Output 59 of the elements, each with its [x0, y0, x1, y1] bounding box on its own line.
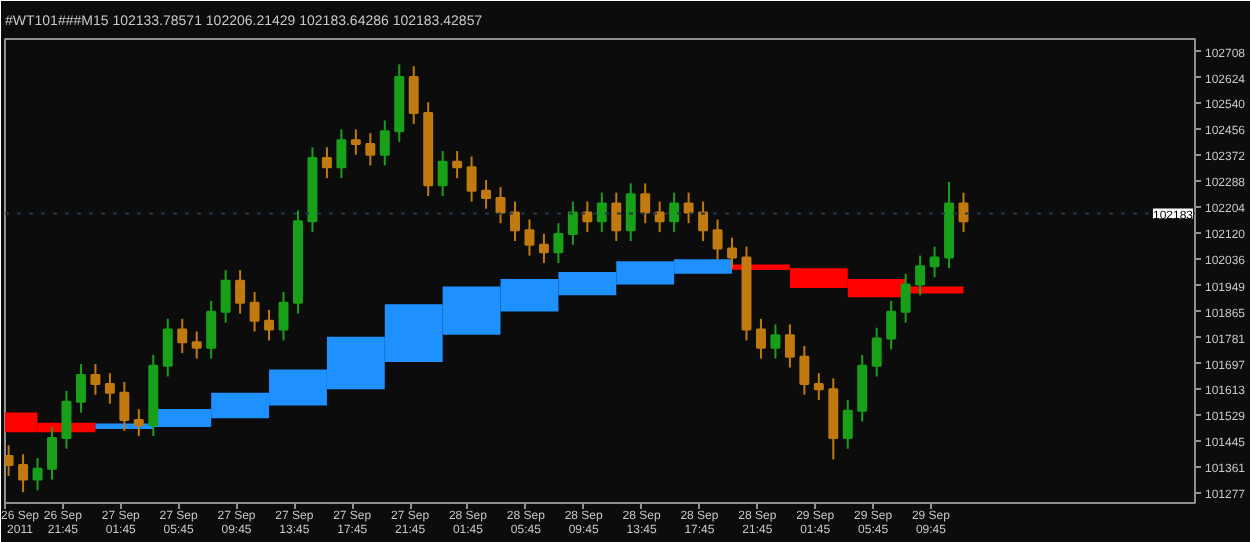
candlestick — [683, 191, 694, 225]
candlestick — [119, 381, 130, 432]
candlestick — [799, 344, 810, 396]
candlestick — [582, 200, 593, 234]
candlestick — [495, 186, 506, 225]
candlestick — [162, 317, 173, 378]
candlestick — [5, 444, 14, 477]
candlestick — [698, 200, 709, 243]
candlestick — [915, 254, 926, 297]
candlestick — [640, 182, 651, 225]
candlestick — [408, 65, 419, 125]
candlestick — [177, 317, 188, 355]
candlestick — [596, 191, 607, 234]
candlestick — [466, 155, 477, 203]
candlestick — [567, 200, 578, 246]
candlestick — [350, 128, 361, 156]
candlestick — [857, 353, 868, 423]
candlestick — [929, 245, 940, 279]
candlestick — [235, 269, 246, 315]
candlestick — [220, 269, 231, 324]
candlestick — [47, 426, 57, 481]
candlestick — [90, 363, 101, 396]
candlestick — [321, 146, 332, 180]
candlestick — [553, 222, 564, 264]
candlestick — [538, 232, 549, 264]
candlestick — [379, 119, 390, 167]
candlestick — [437, 149, 448, 198]
candlestick — [278, 290, 289, 342]
candlestick — [886, 299, 897, 351]
candlestick — [191, 330, 202, 360]
candlestick — [669, 191, 680, 234]
candlestick — [727, 236, 737, 270]
candlestick — [784, 323, 795, 369]
candlestick — [104, 372, 115, 405]
candlestick — [654, 200, 665, 234]
candlestick — [452, 149, 463, 180]
candlestick — [770, 323, 781, 360]
candlestick — [336, 128, 347, 180]
candlestick — [871, 326, 882, 378]
candlestick — [712, 218, 723, 261]
candlestick — [481, 178, 492, 210]
candlestick — [842, 398, 853, 450]
candlestick — [32, 456, 43, 492]
candlestick — [365, 132, 376, 167]
candlestick — [524, 218, 535, 257]
candlestick — [264, 308, 275, 342]
candlestick — [61, 390, 72, 450]
candlestick — [958, 191, 969, 234]
candlestick — [510, 200, 520, 243]
candlestick — [206, 299, 217, 360]
candlestick — [755, 317, 766, 360]
candlestick — [625, 182, 636, 243]
candlestick — [813, 372, 824, 401]
candlestick — [75, 363, 86, 414]
candlestick — [249, 290, 260, 333]
candlestick — [900, 272, 911, 324]
candlestick — [611, 191, 622, 243]
candlestick — [18, 453, 29, 494]
candlestick — [133, 408, 144, 438]
